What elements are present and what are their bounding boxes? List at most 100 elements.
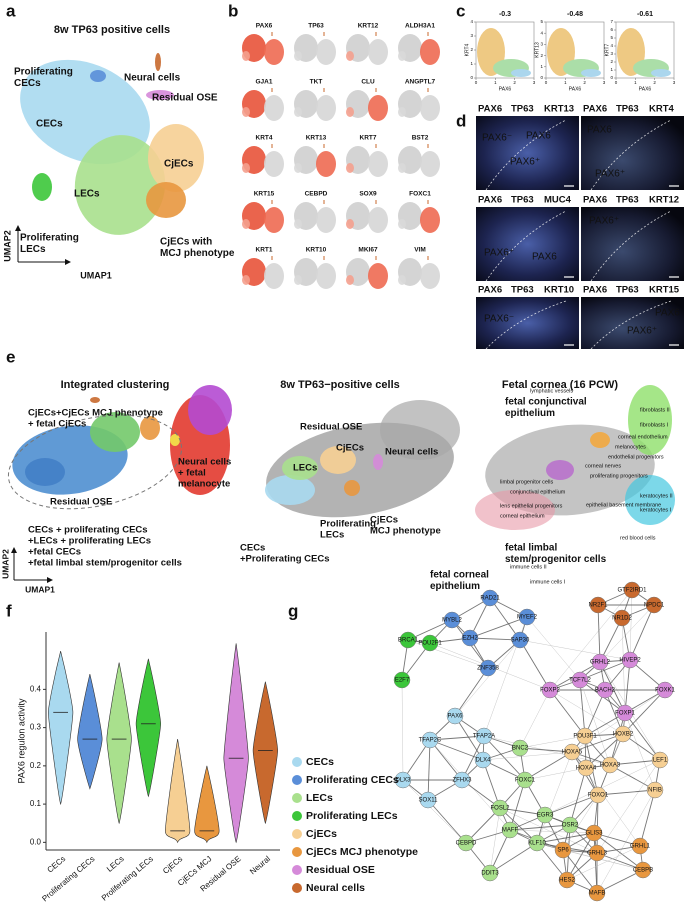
label: MCJ phenotype — [370, 525, 441, 536]
cluster-blob — [170, 434, 180, 446]
y-tick-label: 1 — [540, 64, 543, 69]
label: Neural cells — [385, 447, 438, 458]
label: epithelium — [505, 408, 555, 419]
edge — [584, 689, 606, 737]
label: Proliferating — [20, 233, 79, 244]
umap-shape — [398, 107, 406, 117]
label: fetal conjunctival — [505, 397, 587, 408]
umap-shape — [264, 95, 284, 121]
node-label: NFIB — [648, 788, 662, 794]
umap-shape — [398, 163, 406, 173]
feature-umap — [242, 144, 284, 177]
node-label: PAX6 — [448, 714, 464, 720]
y-tick-label: 0 — [540, 75, 543, 80]
label: VIM — [414, 247, 426, 254]
network-node — [585, 824, 603, 842]
label: corneal nerves — [585, 463, 621, 469]
label: red blood cells — [620, 535, 656, 541]
umap-shape — [242, 51, 250, 61]
plot-frame — [615, 21, 675, 79]
x-tick-label: LECs — [105, 854, 126, 873]
umap-shape — [294, 163, 302, 173]
label: + fetal — [178, 467, 206, 478]
stain-label: TP63 — [511, 104, 534, 115]
edge — [593, 832, 644, 871]
stain-label: PAX6 — [583, 195, 607, 206]
network-node — [616, 704, 634, 722]
umap-shape — [316, 39, 336, 65]
feature-umap — [242, 88, 284, 121]
feature-umap — [398, 32, 440, 65]
cluster-blob — [546, 460, 574, 480]
x-tick-label: 2 — [513, 80, 516, 85]
edge — [562, 849, 598, 894]
label: PAX6 — [256, 23, 273, 30]
network-node — [446, 707, 464, 725]
legend-swatch — [292, 811, 302, 821]
stain-label: KRT13 — [544, 104, 574, 115]
y-tick-label: 6 — [610, 27, 613, 32]
edge — [597, 789, 656, 796]
network-node — [621, 651, 639, 669]
edge — [596, 794, 599, 854]
umap-shape — [346, 107, 354, 117]
edge — [593, 832, 598, 894]
annotation: PAX6⁺ — [595, 169, 625, 180]
cluster-blob — [628, 385, 672, 455]
umap-shape — [420, 95, 440, 121]
feature-umap — [398, 200, 440, 233]
umap-shape — [398, 275, 406, 285]
edge — [482, 759, 501, 809]
legend-swatch — [292, 865, 302, 875]
network-node — [541, 681, 559, 699]
network-node — [558, 871, 576, 889]
label: + fetal CjECs — [28, 418, 86, 429]
label: Neural cells — [178, 457, 231, 468]
label: CjECs with — [160, 237, 212, 248]
edge — [562, 794, 599, 851]
node-label: BRCA1 — [398, 638, 419, 644]
umap-shape — [420, 263, 440, 289]
annotation: PAX6⁺ — [484, 248, 514, 259]
umap-shape — [316, 207, 336, 233]
cluster-blob — [32, 173, 52, 201]
feature-umap — [242, 32, 284, 65]
node-label: MYBL2 — [442, 618, 462, 624]
umap-shape — [368, 39, 388, 65]
network-node — [561, 816, 579, 834]
legend-label: LECs — [306, 792, 333, 804]
node-label: DDIT3 — [481, 871, 499, 877]
label: FOXC1 — [409, 191, 431, 198]
node-label: CEBPD — [456, 841, 477, 847]
panel-label: c — [456, 1, 465, 20]
label: fetal corneal — [430, 570, 489, 581]
label: Proliferating — [14, 67, 73, 78]
network-node — [393, 671, 411, 689]
feature-umap — [294, 32, 336, 65]
umap-shape — [294, 51, 302, 61]
label: KRT10 — [306, 247, 327, 254]
label: fibroblasts II — [640, 407, 670, 413]
x-tick-label: 3 — [533, 80, 536, 85]
x-tick-label: 2 — [653, 80, 656, 85]
umap-shape — [346, 163, 354, 173]
label: CECs — [36, 119, 63, 130]
label: UMAP1 — [80, 270, 112, 280]
cluster-blob — [475, 490, 555, 530]
feature-umap — [294, 144, 336, 177]
y-tick-label: 0.3 — [30, 723, 42, 732]
label: conjunctival epithelium — [510, 489, 566, 495]
edge — [624, 712, 656, 791]
scatter-cloud — [547, 28, 601, 77]
cluster-blob — [90, 70, 106, 82]
feature-umap — [294, 88, 336, 121]
legend-swatch — [292, 793, 302, 803]
x-tick-label: 1 — [634, 80, 637, 85]
edge — [536, 751, 573, 844]
x-axis-label: PAX6 — [639, 86, 652, 92]
label: CjECs+CjECs MCJ phenotype — [28, 408, 163, 419]
plot-frame — [545, 21, 605, 79]
label: LECs — [20, 244, 46, 255]
label: 8w TP63 positive cells — [54, 24, 170, 36]
cluster-blob — [90, 412, 140, 452]
